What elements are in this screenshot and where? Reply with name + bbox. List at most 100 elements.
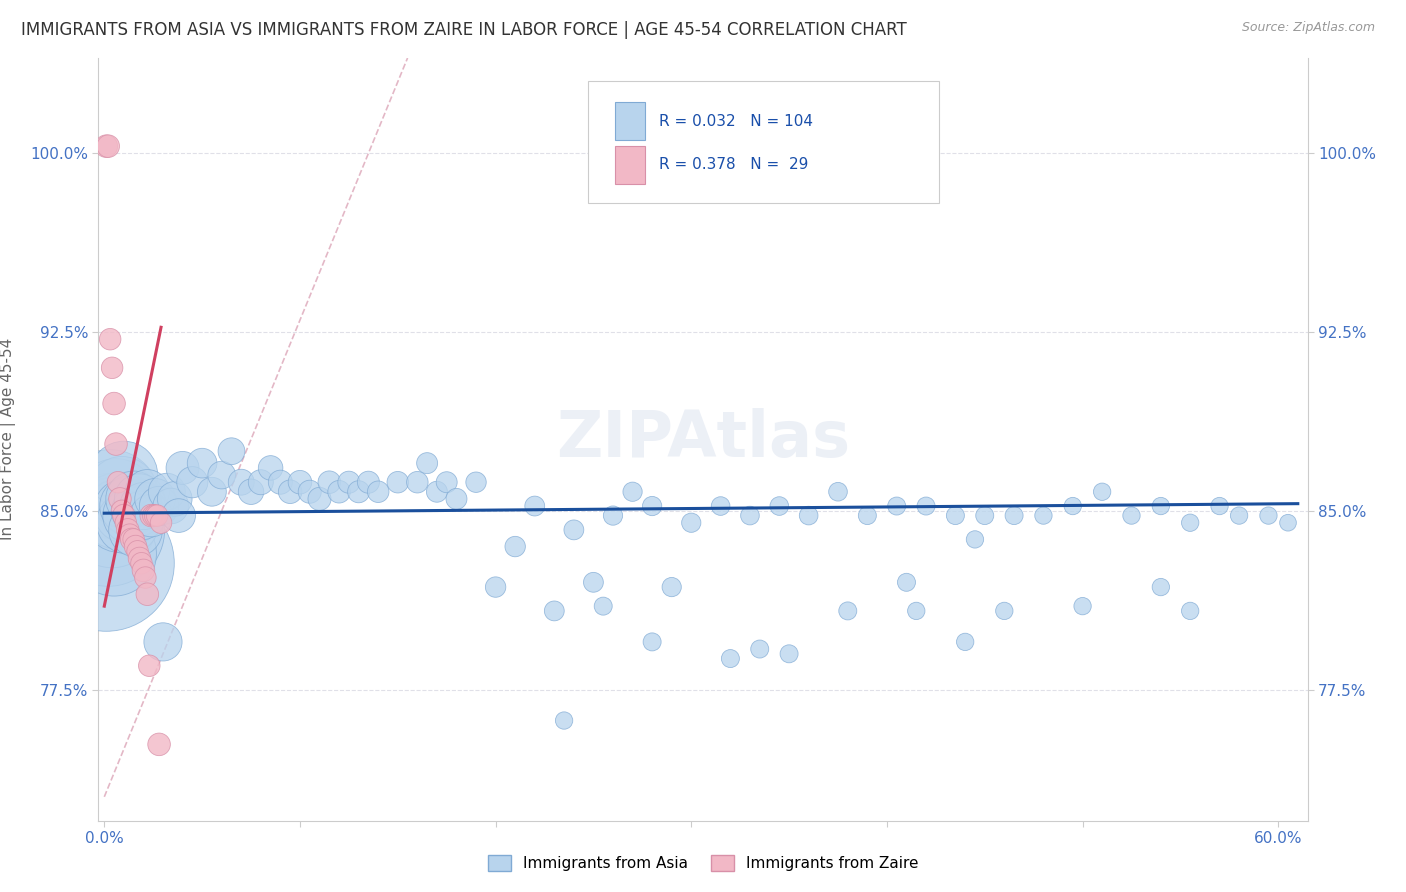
Point	[661, 580, 683, 594]
Point	[98, 332, 121, 346]
Point	[710, 499, 733, 513]
Point	[136, 587, 159, 601]
Point	[562, 523, 585, 537]
Point	[221, 444, 243, 458]
Text: ZIPAtlas: ZIPAtlas	[555, 409, 851, 470]
Point	[201, 484, 224, 499]
Point	[602, 508, 624, 523]
Point	[953, 635, 976, 649]
Point	[111, 504, 134, 518]
Point	[132, 499, 155, 513]
Point	[146, 508, 169, 523]
Point	[318, 475, 340, 490]
Point	[127, 544, 149, 558]
Point	[503, 540, 526, 554]
Point	[915, 499, 938, 513]
Point	[328, 484, 350, 499]
Point	[211, 468, 233, 483]
Point	[298, 484, 321, 499]
Point	[105, 437, 128, 451]
Point	[748, 642, 770, 657]
Point	[127, 504, 149, 518]
Point	[1227, 508, 1250, 523]
Point	[148, 499, 170, 513]
Point	[592, 599, 614, 614]
Point	[142, 508, 165, 523]
Point	[136, 484, 159, 499]
Point	[107, 475, 129, 490]
Text: R = 0.378   N =  29: R = 0.378 N = 29	[659, 157, 808, 172]
Point	[768, 499, 790, 513]
Point	[131, 508, 153, 523]
FancyBboxPatch shape	[614, 145, 645, 184]
Point	[278, 484, 301, 499]
Point	[387, 475, 409, 490]
FancyBboxPatch shape	[614, 103, 645, 140]
Point	[172, 461, 194, 475]
Point	[681, 516, 703, 530]
Point	[117, 523, 139, 537]
Point	[1062, 499, 1084, 513]
Point	[150, 516, 173, 530]
Point	[152, 635, 174, 649]
Point	[98, 491, 121, 506]
Point	[827, 484, 849, 499]
Point	[143, 508, 166, 523]
Point	[1277, 516, 1299, 530]
Point	[416, 456, 439, 470]
Point	[347, 484, 370, 499]
Point	[406, 475, 429, 490]
Y-axis label: In Labor Force | Age 45-54: In Labor Force | Age 45-54	[0, 338, 15, 541]
Point	[148, 737, 170, 751]
Point	[231, 475, 253, 490]
Point	[426, 484, 449, 499]
Point	[856, 508, 879, 523]
Point	[1150, 499, 1173, 513]
Point	[191, 456, 214, 470]
Point	[837, 604, 859, 618]
Point	[269, 475, 291, 490]
Point	[118, 527, 141, 541]
Text: IMMIGRANTS FROM ASIA VS IMMIGRANTS FROM ZAIRE IN LABOR FORCE | AGE 45-54 CORRELA: IMMIGRANTS FROM ASIA VS IMMIGRANTS FROM …	[21, 21, 907, 38]
Point	[738, 508, 761, 523]
Point	[167, 508, 190, 523]
Point	[124, 523, 146, 537]
Text: Source: ZipAtlas.com: Source: ZipAtlas.com	[1241, 21, 1375, 34]
Point	[553, 714, 575, 728]
Point	[101, 516, 124, 530]
Point	[1180, 516, 1202, 530]
Point	[138, 658, 160, 673]
Point	[122, 491, 145, 506]
Point	[308, 491, 330, 506]
Point	[114, 516, 136, 530]
Point	[96, 556, 118, 570]
Point	[446, 491, 468, 506]
Point	[523, 499, 546, 513]
Point	[112, 468, 135, 483]
Point	[797, 508, 820, 523]
Point	[641, 635, 664, 649]
Point	[1091, 484, 1114, 499]
Point	[132, 563, 155, 577]
Point	[97, 523, 120, 537]
Point	[621, 484, 644, 499]
Point	[288, 475, 311, 490]
Point	[1032, 508, 1054, 523]
Point	[1150, 580, 1173, 594]
Point	[945, 508, 967, 523]
Point	[131, 556, 153, 570]
Point	[156, 484, 179, 499]
Point	[886, 499, 908, 513]
Point	[181, 475, 204, 490]
Point	[905, 604, 928, 618]
Point	[108, 491, 131, 506]
Point	[582, 575, 605, 590]
Point	[128, 551, 150, 566]
Point	[122, 533, 145, 547]
Point	[1180, 604, 1202, 618]
Point	[143, 491, 166, 506]
Point	[103, 396, 125, 410]
Point	[163, 491, 186, 506]
Point	[141, 508, 163, 523]
Point	[240, 484, 263, 499]
